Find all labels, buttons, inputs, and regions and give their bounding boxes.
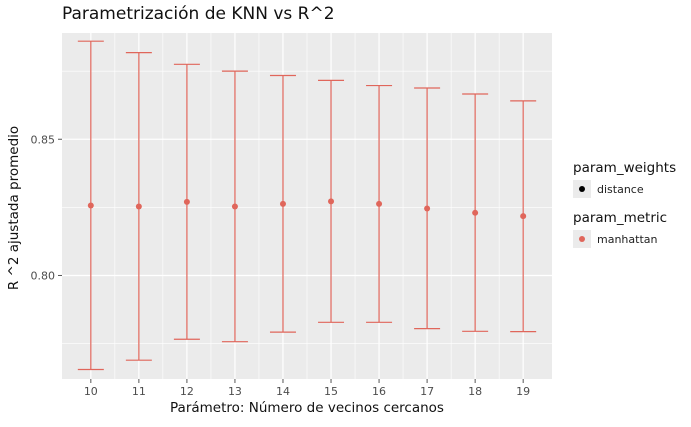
x-tick-label: 19 [516,385,530,398]
error-bar [462,93,489,332]
legend-group-weights: param_weights distance [573,160,676,198]
legend-key [573,180,591,198]
legend-label-manhattan: manhattan [597,232,658,246]
legend: param_weights distance param_metric manh… [573,160,676,260]
legend-dot-icon [579,236,585,242]
error-bar [221,70,248,343]
error-bar [77,40,104,371]
x-tick-label: 16 [372,385,386,398]
x-axis-title: Parámetro: Número de vecinos cercanos [170,400,444,416]
error-bar [269,74,296,333]
data-point [279,200,286,207]
y-axis-title: R ^2 ajustada promedio [6,125,22,291]
error-bar [510,100,537,333]
error-bar [366,84,393,323]
x-tick-label: 11 [132,385,146,398]
data-layer [77,40,537,371]
data-point [231,203,238,210]
legend-item-distance: distance [573,180,676,198]
x-tick-label: 14 [276,385,290,398]
y-tick-label: 0.85 [31,133,56,146]
data-point [472,209,479,216]
legend-item-manhattan: manhattan [573,230,676,248]
x-tick-label: 10 [84,385,98,398]
x-tick-label: 12 [180,385,194,398]
legend-group-metric: param_metric manhattan [573,210,676,248]
error-bar [318,79,345,323]
y-tick-label: 0.80 [31,269,56,282]
legend-title-weights: param_weights [573,160,677,176]
data-point [135,203,142,210]
legend-title-metric: param_metric [573,210,668,226]
error-bar [125,52,152,361]
legend-key [573,230,591,248]
axes: 0.80 0.85 10 11 12 13 14 15 16 17 18 19 [31,133,531,398]
error-bar [173,63,200,340]
x-tick-label: 15 [324,385,338,398]
data-point [520,213,527,220]
x-tick-label: 18 [468,385,482,398]
x-tick-label: 13 [228,385,242,398]
data-point [87,202,94,209]
chart-title: Parametrización de KNN vs R^2 [62,4,335,24]
data-point [376,200,383,207]
x-tick-label: 17 [420,385,434,398]
data-point [424,205,431,212]
data-point [328,198,335,205]
legend-label-distance: distance [597,182,644,196]
data-point [183,198,190,205]
error-bar [414,87,441,330]
legend-dot-icon [579,186,585,192]
